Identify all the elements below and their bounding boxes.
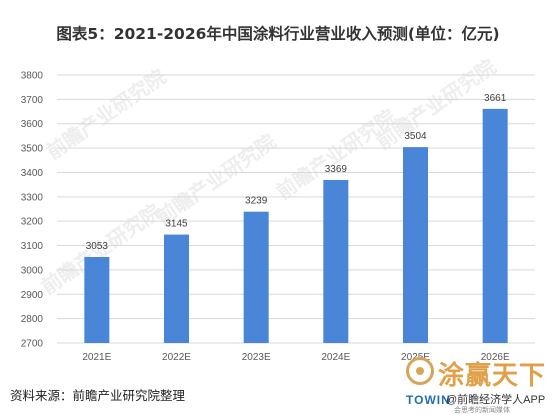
bar-value-label: 3504 bbox=[404, 131, 427, 142]
y-axis-ticks: 2700 2800 2900 3000 3100 3200 3300 3400 3500 3600… bbox=[21, 71, 44, 350]
source-note: 资料来源：前瞻产业研究院整理 bbox=[10, 388, 186, 403]
y-tick-label: 3800 bbox=[21, 71, 44, 82]
watermark-text: 前瞻产业研究院 bbox=[372, 54, 500, 154]
data-labels: 3053 3145 3239 3369 3504 3661 bbox=[86, 93, 507, 252]
grid-lines bbox=[57, 74, 535, 344]
x-tick-label: 2022E bbox=[162, 352, 191, 363]
bar bbox=[243, 211, 269, 343]
bar bbox=[403, 147, 428, 343]
y-tick-label: 2800 bbox=[21, 314, 44, 325]
x-tick-label: 2024E bbox=[321, 352, 350, 363]
x-tick-label: 2023E bbox=[242, 352, 271, 363]
chart-title: 图表5：2021-2026年中国涂料行业营业收入预测(单位：亿元) bbox=[56, 25, 500, 43]
y-tick-label: 3300 bbox=[21, 192, 44, 203]
bar bbox=[323, 180, 349, 343]
bar bbox=[164, 234, 189, 343]
x-tick-label: 2021E bbox=[82, 352, 111, 363]
bar-value-label: 3239 bbox=[245, 196, 268, 207]
y-tick-label: 3400 bbox=[21, 168, 44, 179]
bar-value-label: 3053 bbox=[86, 241, 109, 252]
brand-account: @前瞻经济学人APP bbox=[446, 394, 546, 406]
bar-value-label: 3145 bbox=[165, 219, 188, 230]
y-tick-label: 2900 bbox=[21, 290, 44, 301]
brand-icon bbox=[406, 357, 434, 385]
y-tick-label: 3700 bbox=[21, 95, 44, 106]
y-tick-label: 3500 bbox=[21, 144, 44, 155]
brand-name: 涂赢天下 bbox=[438, 361, 547, 391]
bar-value-label: 3369 bbox=[325, 164, 348, 175]
watermark-text: 前瞻产业研究院 bbox=[42, 64, 170, 164]
brand-tagline: 会思考的新闻媒体 bbox=[454, 407, 510, 414]
y-tick-label: 3000 bbox=[21, 265, 44, 276]
y-tick-label: 3100 bbox=[21, 241, 44, 252]
x-tick-label: 2026E bbox=[481, 352, 510, 363]
y-tick-label: 2700 bbox=[21, 339, 44, 350]
bars bbox=[84, 108, 508, 344]
bar bbox=[84, 256, 110, 343]
brand-en: TOWIN bbox=[406, 393, 451, 407]
bar bbox=[482, 108, 508, 344]
y-tick-label: 3600 bbox=[21, 119, 44, 130]
bar-value-label: 3661 bbox=[484, 93, 507, 104]
brand-logo: 涂赢天下 TOWIN @前瞻经济学人APP 会思考的新闻媒体 bbox=[404, 355, 556, 415]
y-tick-label: 3200 bbox=[21, 217, 44, 228]
